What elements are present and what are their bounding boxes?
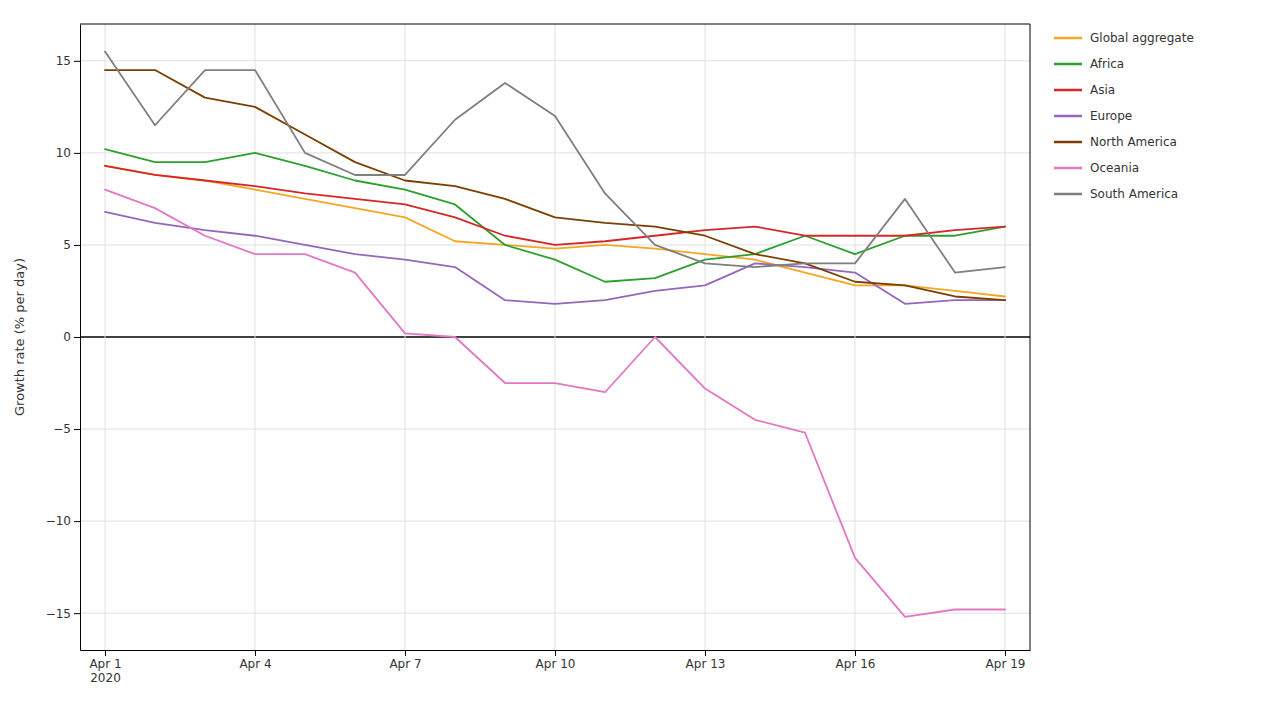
grid-line bbox=[255, 24, 256, 650]
tick: −10 bbox=[46, 514, 80, 528]
legend-swatch bbox=[1054, 37, 1082, 40]
grid-line bbox=[1005, 24, 1006, 650]
tick: Apr 19 bbox=[986, 650, 1026, 671]
y-axis: −15 −10 −5 0 5 10 15 bbox=[46, 25, 81, 651]
tick-mark bbox=[705, 650, 706, 656]
tick-label: −5 bbox=[53, 422, 71, 436]
series-line bbox=[105, 70, 1005, 300]
tick-label: −15 bbox=[46, 607, 71, 621]
tick-mark bbox=[855, 650, 856, 656]
tick: Apr 10 bbox=[536, 650, 576, 671]
tick: Apr 4 bbox=[239, 650, 271, 671]
tick-label: 10 bbox=[56, 146, 71, 160]
legend-item: Oceania bbox=[1054, 161, 1139, 175]
legend-label: Africa bbox=[1090, 57, 1124, 71]
legend-swatch bbox=[1054, 141, 1082, 144]
frame-line bbox=[1030, 24, 1031, 650]
x-axis: Apr 12020 Apr 4 Apr 7 Apr 10 Apr 13 Apr 16 Apr… bbox=[81, 650, 1031, 685]
tick: Apr 13 bbox=[686, 650, 726, 671]
legend-item: Asia bbox=[1054, 83, 1115, 97]
series-line bbox=[105, 52, 1005, 273]
tick-mark bbox=[555, 650, 556, 656]
series-line bbox=[105, 149, 1005, 282]
tick: 10 bbox=[56, 146, 80, 160]
tick-label: 0 bbox=[63, 330, 71, 344]
legend-label: Global aggregate bbox=[1090, 31, 1194, 45]
tick-label: 15 bbox=[56, 54, 71, 68]
legend-item: North America bbox=[1054, 135, 1177, 149]
legend-swatch bbox=[1054, 193, 1082, 196]
tick-mark bbox=[74, 245, 80, 246]
tick-label: Apr 7 bbox=[389, 657, 421, 671]
series-line bbox=[105, 166, 1005, 297]
legend: Global aggregate Africa Asia Europe North Am… bbox=[1054, 31, 1194, 201]
legend-swatch bbox=[1054, 63, 1082, 66]
tick: Apr 12020 bbox=[89, 650, 121, 685]
grid bbox=[80, 24, 1030, 650]
chart: −15−10−5051015Apr 12020Apr 4Apr 7Apr 10A… bbox=[0, 0, 1280, 720]
tick: −15 bbox=[46, 607, 80, 621]
legend-label: Europe bbox=[1090, 109, 1132, 123]
tick-mark bbox=[255, 650, 256, 656]
tick-mark bbox=[74, 613, 80, 614]
tick-label: Apr 13 bbox=[686, 657, 726, 671]
tick-mark bbox=[74, 429, 80, 430]
frame-line bbox=[80, 24, 1030, 25]
tick-label: Apr 19 bbox=[986, 657, 1026, 671]
legend-item: South America bbox=[1054, 187, 1178, 201]
tick-mark bbox=[74, 61, 80, 62]
tick-label: 5 bbox=[63, 238, 71, 252]
legend-swatch bbox=[1054, 89, 1082, 92]
tick: Apr 7 bbox=[389, 650, 421, 671]
tick-mark bbox=[405, 650, 406, 656]
legend-label: North America bbox=[1090, 135, 1177, 149]
axis-line bbox=[80, 25, 81, 651]
series-line bbox=[105, 190, 1005, 617]
legend-item: Europe bbox=[1054, 109, 1132, 123]
tick-label: Apr 4 bbox=[239, 657, 271, 671]
grid-line bbox=[705, 24, 706, 650]
plot: −15−10−5051015Apr 12020Apr 4Apr 7Apr 10A… bbox=[46, 24, 1031, 685]
tick-label: Apr 12020 bbox=[89, 657, 121, 685]
tick: 5 bbox=[63, 238, 80, 252]
y-axis-title: Growth rate (% per day) bbox=[12, 258, 27, 416]
grid-line bbox=[105, 24, 106, 650]
lines bbox=[105, 52, 1005, 617]
legend-swatch bbox=[1054, 115, 1082, 118]
tick-label: Apr 10 bbox=[536, 657, 576, 671]
legend-item: Africa bbox=[1054, 57, 1124, 71]
series-line bbox=[105, 212, 1005, 304]
tick-mark bbox=[74, 153, 80, 154]
tick-label: Apr 16 bbox=[836, 657, 876, 671]
tick: 0 bbox=[63, 330, 80, 344]
legend-swatch bbox=[1054, 167, 1082, 170]
tick-label: −10 bbox=[46, 514, 71, 528]
tick: Apr 16 bbox=[836, 650, 876, 671]
series-line bbox=[105, 166, 1005, 245]
tick: −5 bbox=[53, 422, 80, 436]
tick-mark bbox=[74, 521, 80, 522]
grid-line bbox=[405, 24, 406, 650]
legend-item: Global aggregate bbox=[1054, 31, 1194, 45]
tick-mark bbox=[1005, 650, 1006, 656]
legend-label: Asia bbox=[1090, 83, 1115, 97]
legend-label: South America bbox=[1090, 187, 1178, 201]
tick: 15 bbox=[56, 54, 80, 68]
legend-label: Oceania bbox=[1090, 161, 1139, 175]
tick-mark bbox=[74, 337, 80, 338]
tick-mark bbox=[105, 650, 106, 656]
